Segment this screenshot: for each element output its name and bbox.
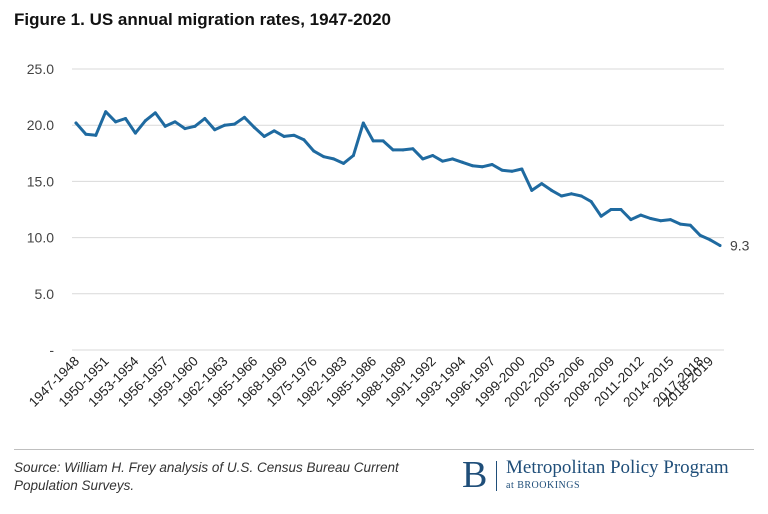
data-point bbox=[193, 124, 197, 128]
data-point bbox=[579, 194, 583, 198]
data-point bbox=[213, 128, 217, 132]
gridlines bbox=[72, 68, 724, 351]
data-point bbox=[520, 167, 524, 171]
data-point bbox=[698, 233, 702, 237]
data-point bbox=[510, 169, 514, 173]
data-point bbox=[74, 121, 78, 125]
data-point bbox=[569, 192, 573, 196]
data-point bbox=[371, 139, 375, 143]
footer-divider bbox=[14, 449, 754, 450]
data-point bbox=[133, 131, 137, 135]
line-chart: - 5.0 10.0 15.0 20.0 25.0 1947-19481950-19511… bbox=[26, 61, 750, 410]
data-point bbox=[262, 134, 266, 138]
data-point bbox=[530, 188, 534, 192]
series bbox=[74, 110, 722, 247]
data-point bbox=[629, 218, 633, 222]
data-point bbox=[540, 182, 544, 186]
data-point bbox=[421, 157, 425, 161]
y-tick-label: 15.0 bbox=[27, 173, 54, 189]
data-point bbox=[431, 154, 435, 158]
data-point bbox=[252, 125, 256, 129]
data-point bbox=[411, 147, 415, 151]
source-note: Source: William H. Frey analysis of U.S.… bbox=[14, 460, 399, 493]
data-point bbox=[639, 213, 643, 217]
data-point bbox=[183, 127, 187, 131]
data-point bbox=[599, 214, 603, 218]
data-point bbox=[550, 188, 554, 192]
data-point bbox=[609, 208, 613, 211]
data-point bbox=[292, 133, 296, 137]
y-tick-label: - bbox=[49, 342, 54, 358]
data-point bbox=[114, 120, 118, 124]
data-point bbox=[342, 161, 346, 165]
y-axis-ticks: - 5.0 10.0 15.0 20.0 25.0 bbox=[27, 61, 55, 358]
brookings-b-logo: B bbox=[462, 454, 488, 496]
data-point bbox=[708, 238, 712, 242]
data-point bbox=[500, 168, 504, 172]
data-point bbox=[282, 134, 286, 138]
data-point bbox=[470, 164, 474, 168]
data-point bbox=[203, 116, 207, 120]
data-point bbox=[302, 138, 306, 142]
data-point bbox=[163, 124, 167, 128]
data-point bbox=[223, 123, 227, 127]
data-point bbox=[480, 165, 484, 169]
data-point bbox=[688, 223, 692, 227]
data-point bbox=[361, 121, 365, 125]
data-label-last-value: 9.3 bbox=[730, 237, 750, 253]
data-point bbox=[490, 163, 494, 167]
brand-name: Metropolitan Policy Program bbox=[506, 457, 729, 478]
data-point bbox=[391, 148, 395, 152]
data-point bbox=[233, 122, 237, 126]
data-point bbox=[272, 129, 276, 133]
data-point bbox=[322, 155, 326, 159]
data-point bbox=[678, 222, 682, 226]
data-point bbox=[441, 159, 445, 163]
data-point bbox=[153, 111, 157, 115]
data-point bbox=[94, 133, 98, 137]
logo-divider bbox=[496, 461, 497, 491]
data-point bbox=[619, 208, 623, 211]
brand-subtitle: at BROOKINGS bbox=[506, 480, 581, 491]
data-point bbox=[460, 160, 464, 164]
data-point bbox=[173, 120, 177, 124]
series-line-migration-rate bbox=[74, 110, 722, 247]
data-point bbox=[659, 219, 663, 223]
data-point bbox=[332, 157, 336, 161]
data-point bbox=[351, 154, 355, 158]
data-point bbox=[668, 218, 672, 222]
data-point bbox=[143, 119, 147, 123]
data-point bbox=[649, 216, 653, 220]
annotations: 9.3 bbox=[730, 237, 750, 253]
y-tick-label: 20.0 bbox=[27, 117, 54, 133]
y-tick-label: 25.0 bbox=[27, 61, 54, 77]
data-point bbox=[381, 139, 385, 143]
data-point bbox=[84, 132, 88, 136]
data-point bbox=[718, 243, 722, 247]
data-point bbox=[450, 157, 454, 161]
y-tick-label: 5.0 bbox=[35, 286, 55, 302]
x-axis-ticks: 1947-19481950-19511953-19541956-19571959… bbox=[26, 353, 716, 410]
data-point bbox=[242, 115, 246, 119]
data-point bbox=[124, 116, 128, 120]
data-point bbox=[104, 110, 108, 114]
data-point bbox=[559, 194, 563, 198]
page-title: Figure 1. US annual migration rates, 194… bbox=[14, 10, 391, 29]
data-point bbox=[589, 200, 593, 204]
data-point bbox=[312, 149, 316, 153]
y-tick-label: 10.0 bbox=[27, 230, 54, 246]
data-point bbox=[401, 148, 405, 152]
